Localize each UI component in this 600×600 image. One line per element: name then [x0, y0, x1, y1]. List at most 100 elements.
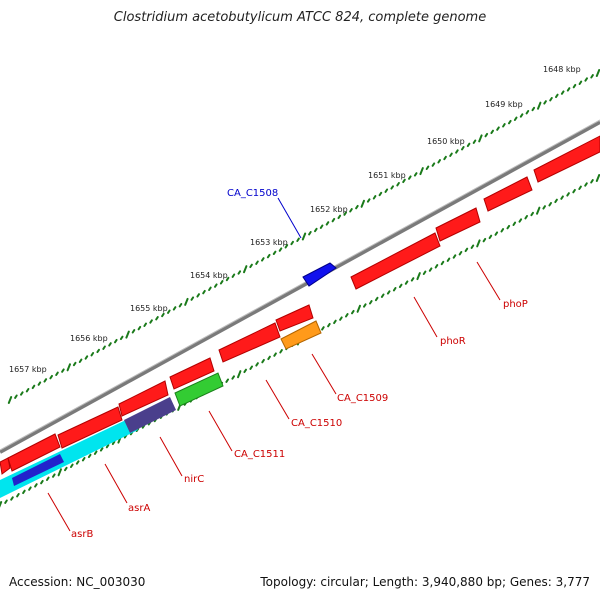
minor-tick [190, 296, 195, 301]
minor-tick [458, 251, 463, 256]
major-tick [356, 304, 361, 313]
gene-block [435, 207, 481, 242]
gene-label-nirc: nirC [184, 474, 204, 485]
upper-dotted-track [7, 69, 600, 404]
minor-tick [392, 287, 397, 292]
minor-tick [363, 303, 367, 308]
scale-labels: 1648 kbp 1649 kbp 1650 kbp 1651 kbp 1652… [9, 65, 581, 374]
major-tick [595, 69, 600, 77]
scale-label: 1657 kbp [9, 365, 47, 374]
major-tick [57, 468, 62, 477]
minor-tick [40, 479, 44, 485]
minor-tick [590, 179, 594, 184]
minor-tick [34, 483, 38, 488]
minor-tick [508, 119, 512, 125]
gene-label-ca-c1511: CA_C1511 [234, 449, 285, 460]
minor-tick [530, 211, 534, 217]
major-tick [7, 396, 13, 404]
minor-tick [524, 215, 528, 220]
minor-tick [55, 371, 59, 376]
minor-tick [513, 116, 518, 121]
minor-tick [333, 319, 337, 325]
minor-tick [22, 489, 26, 495]
minor-tick [525, 110, 530, 115]
minor-tick [249, 365, 253, 370]
accession-text: Accession: NC_003030 [9, 575, 146, 589]
minor-tick [99, 447, 104, 452]
minor-tick [390, 185, 394, 190]
minor-tick [327, 322, 331, 328]
gene-label-asrb: asrB [71, 529, 93, 540]
minor-tick [290, 240, 294, 246]
gene-block [218, 322, 281, 363]
minor-tick [93, 450, 98, 455]
forward-genes [0, 135, 600, 475]
minor-tick [555, 93, 559, 99]
minor-tick [542, 205, 546, 210]
minor-tick [378, 191, 383, 197]
minor-tick [225, 276, 230, 282]
minor-tick [249, 263, 253, 269]
minor-tick [440, 260, 445, 266]
scale-label: 1652 kbp [310, 205, 348, 214]
minor-tick [114, 338, 118, 344]
minor-tick [339, 316, 343, 321]
minor-tick [572, 188, 576, 194]
minor-tick [261, 358, 265, 364]
genome-backbone [0, 120, 600, 454]
minor-tick [243, 368, 247, 374]
gene-ca-c1509-block [280, 320, 322, 350]
gene-label-ca-c1508: CA_C1508 [227, 188, 278, 199]
leader-lines [47, 197, 501, 532]
minor-tick [4, 499, 8, 504]
minor-tick [96, 348, 100, 354]
minor-tick [386, 290, 391, 295]
minor-tick [161, 312, 165, 318]
gene-block [7, 433, 61, 472]
minor-tick [461, 146, 465, 151]
minor-tick [105, 443, 110, 449]
navy-gene [124, 397, 176, 433]
scale-label: 1653 kbp [250, 238, 288, 247]
minor-tick [531, 106, 536, 112]
major-tick [478, 134, 483, 143]
minor-tick [518, 218, 523, 223]
minor-tick [52, 473, 56, 478]
minor-tick [560, 90, 565, 95]
gene-labels: CA_C1508 phoP phoR CA_C1509 CA_C1510 CA_… [71, 188, 528, 540]
minor-tick [413, 172, 418, 177]
gene-block [169, 357, 215, 390]
minor-tick [14, 394, 18, 399]
gene-block [0, 457, 11, 475]
major-tick [416, 272, 421, 281]
minor-tick [584, 77, 588, 82]
minor-tick [496, 126, 500, 131]
minor-tick [237, 270, 242, 275]
minor-tick [584, 182, 588, 187]
minor-tick [279, 349, 283, 354]
minor-tick [296, 237, 300, 242]
scale-label: 1656 kbp [70, 334, 108, 343]
minor-tick [404, 280, 409, 285]
minor-tick [494, 231, 499, 236]
minor-tick [70, 463, 74, 468]
minor-tick [502, 123, 506, 128]
minor-tick [374, 296, 379, 302]
minor-tick [472, 139, 477, 144]
minor-tick [325, 221, 330, 226]
scale-label: 1655 kbp [130, 304, 168, 313]
minor-tick [231, 273, 236, 278]
minor-tick [273, 352, 277, 357]
minor-tick [566, 87, 571, 92]
minor-tick [49, 374, 53, 380]
minor-tick [214, 283, 218, 288]
minor-tick [28, 486, 32, 491]
minor-tick [351, 309, 355, 315]
minor-tick [108, 342, 112, 347]
major-tick [536, 206, 541, 215]
minor-tick [345, 313, 349, 318]
minor-tick [219, 280, 224, 285]
minor-tick [355, 204, 359, 210]
minor-tick [314, 227, 318, 233]
major-tick [595, 174, 600, 182]
